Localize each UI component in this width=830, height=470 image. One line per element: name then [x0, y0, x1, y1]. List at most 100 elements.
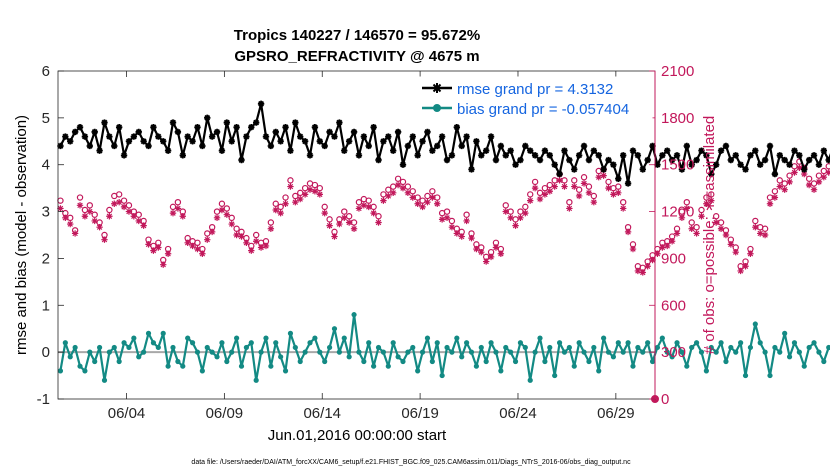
- obs-assimilated-point: [106, 213, 113, 220]
- obs-assimilated-point: [820, 174, 828, 181]
- rmse-point: [91, 128, 98, 136]
- obs-assimilated-point: [453, 230, 461, 237]
- obs-assimilated-point: [120, 203, 128, 211]
- rmse-point: [737, 161, 744, 168]
- y-tick-label: -1: [37, 391, 50, 408]
- rmse-point: [228, 138, 235, 145]
- rmse-point: [179, 152, 186, 159]
- bias-point: [483, 358, 489, 365]
- bias-point: [145, 330, 152, 336]
- obs-assimilated-point: [482, 258, 490, 265]
- obs-assimilated-point: [213, 214, 221, 222]
- rmse-point: [355, 152, 363, 159]
- obs-assimilated-point: [164, 250, 172, 257]
- bias-point: [693, 340, 700, 346]
- obs-possible-point: [776, 177, 783, 184]
- rmse-point: [757, 161, 764, 168]
- rmse-point: [776, 152, 783, 159]
- obs-assimilated-point: [571, 183, 578, 190]
- obs-assimilated-point: [600, 172, 607, 179]
- bias-point: [248, 340, 254, 346]
- rmse-point: [502, 152, 509, 159]
- obs-possible-point: [194, 239, 201, 247]
- obs-assimilated-point: [404, 189, 412, 197]
- obs-assimilated-point: [223, 211, 231, 218]
- obs-assimilated-point: [438, 216, 446, 223]
- bias-point: [106, 349, 112, 355]
- bias-point: [96, 344, 103, 351]
- bias-point: [473, 363, 479, 369]
- y-right-tick-label: 1500: [661, 157, 694, 174]
- obs-assimilated-point: [71, 230, 79, 237]
- bias-point: [517, 340, 524, 346]
- bias-point: [331, 326, 338, 332]
- obs-assimilated-point: [326, 222, 333, 229]
- rmse-point: [443, 156, 451, 164]
- bias-point: [566, 344, 572, 351]
- bias-point: [635, 344, 641, 351]
- rmse-point: [556, 170, 563, 178]
- obs-assimilated-point: [619, 205, 627, 212]
- obs-assimilated-point: [262, 242, 270, 250]
- bias-point: [747, 344, 754, 351]
- bias-point: [351, 312, 357, 318]
- obs-possible-point: [311, 181, 319, 189]
- obs-possible-point: [233, 225, 240, 232]
- obs-assimilated-point: [512, 222, 519, 229]
- bias-point: [307, 340, 313, 346]
- bias-point: [390, 340, 396, 346]
- obs-assimilated-point: [96, 223, 103, 231]
- bias-point: [282, 368, 289, 374]
- rmse-point: [551, 161, 558, 168]
- rmse-point: [199, 142, 206, 150]
- obs-possible-point: [805, 175, 813, 182]
- rmse-point: [218, 147, 226, 154]
- obs-assimilated-point: [473, 245, 480, 253]
- obs-assimilated-point: [218, 206, 226, 214]
- bias-point: [645, 340, 651, 346]
- y-tick-label: 3: [42, 204, 50, 221]
- rmse-point: [732, 152, 739, 159]
- rmse-point: [394, 128, 402, 136]
- obs-assimilated-point: [615, 189, 622, 197]
- y-tick-label: 6: [42, 63, 50, 80]
- bias-point: [375, 344, 382, 351]
- bias-point: [287, 330, 294, 336]
- rmse-point: [722, 142, 730, 150]
- bias-point: [326, 344, 333, 351]
- rmse-point: [111, 142, 118, 150]
- rmse-point: [458, 142, 465, 150]
- bias-point: [126, 344, 132, 351]
- obs-assimilated-point: [243, 239, 250, 247]
- obs-assimilated-point: [414, 200, 421, 207]
- obs-assimilated-point: [693, 230, 700, 237]
- rmse-point: [321, 142, 328, 150]
- bias-point: [72, 344, 78, 351]
- rmse-point: [233, 124, 240, 131]
- bias-point: [576, 340, 582, 346]
- obs-assimilated-point: [522, 209, 529, 217]
- bias-point: [62, 340, 68, 346]
- bias-point: [508, 349, 514, 355]
- obs-possible-point: [527, 191, 534, 198]
- bias-point: [806, 344, 812, 351]
- rmse-point: [522, 142, 529, 150]
- obs-assimilated-point: [321, 209, 328, 217]
- x-axis: 06/04 06/09 06/14 06/19 06/24 06/29: [108, 71, 635, 422]
- obs-possible-point: [463, 211, 470, 218]
- bias-point: [503, 344, 509, 351]
- y-right-tick-label: 2100: [661, 63, 694, 80]
- obs-possible-point: [277, 203, 284, 211]
- obs-assimilated-point: [796, 164, 803, 172]
- rmse-point: [282, 124, 289, 131]
- bias-point: [630, 363, 636, 369]
- rmse-point: [262, 133, 270, 140]
- rmse-point: [605, 156, 612, 164]
- obs-assimilated-point: [747, 250, 754, 257]
- obs-possible-point: [321, 203, 328, 211]
- obs-assimilated-point: [76, 202, 84, 209]
- obs-possible-point: [698, 206, 705, 214]
- bias-point: [733, 349, 739, 355]
- bias-point: [136, 354, 142, 360]
- bias-point: [361, 358, 367, 365]
